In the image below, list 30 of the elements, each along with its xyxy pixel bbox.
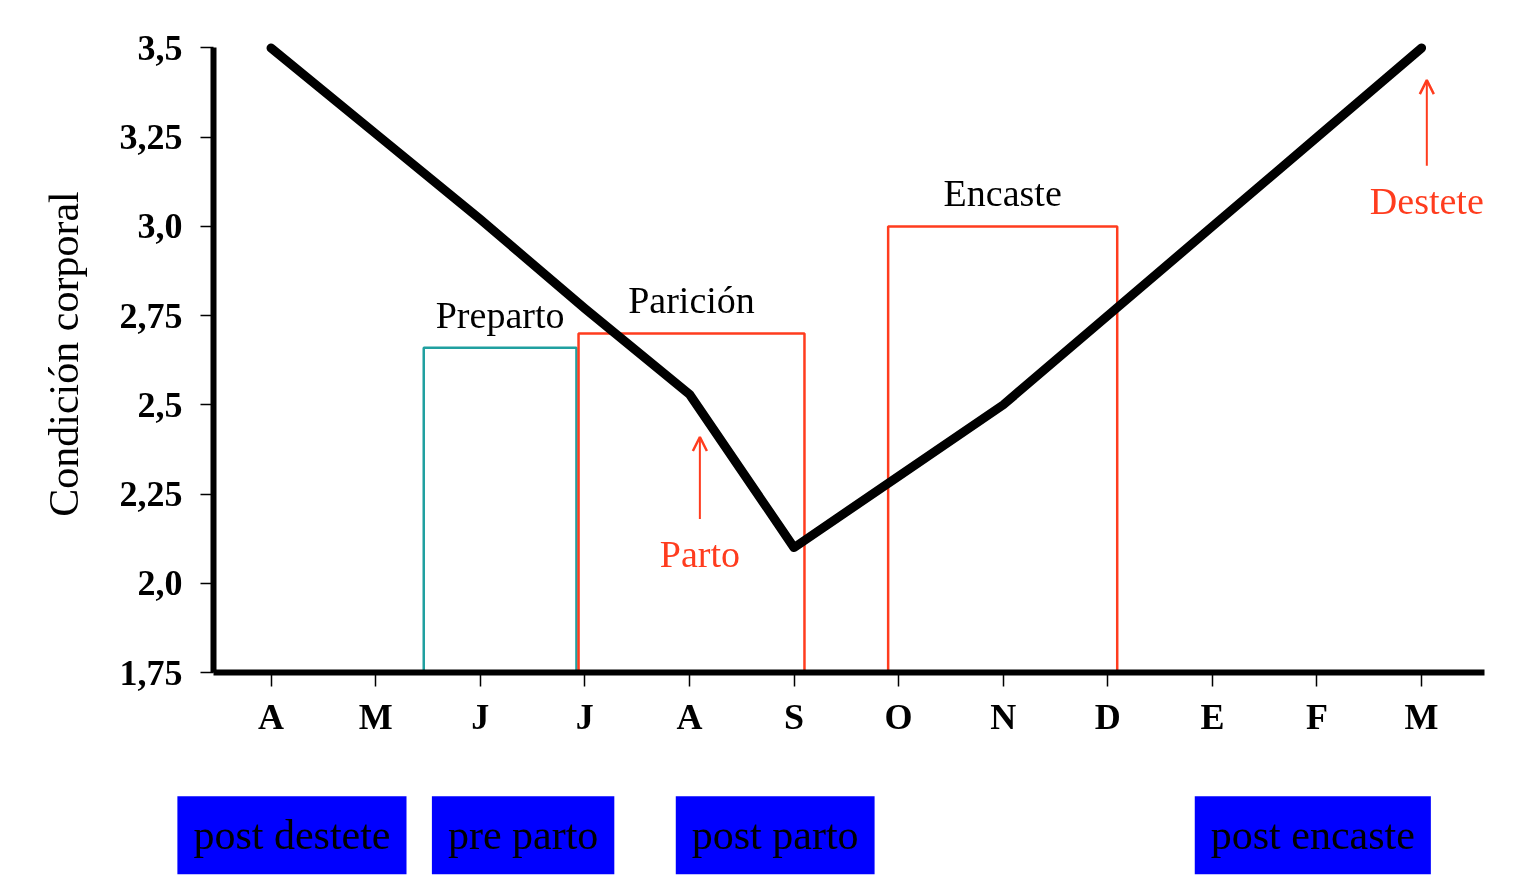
x-tick-label: F bbox=[1306, 696, 1328, 737]
text: post encaste bbox=[1210, 812, 1415, 859]
y-tick-label: 2,75 bbox=[119, 295, 183, 336]
x-tick-label: O bbox=[884, 696, 913, 737]
y-tick-label: 1,75 bbox=[119, 652, 183, 693]
text: pre parto bbox=[447, 812, 599, 859]
x-tick-label: N bbox=[990, 696, 1017, 737]
text: post parto bbox=[691, 812, 859, 859]
annotation: Preparto bbox=[435, 293, 565, 336]
x-tick-label: S bbox=[784, 696, 805, 737]
x-tick-label: A bbox=[258, 696, 285, 737]
y-tick-label: 3,25 bbox=[119, 117, 183, 158]
text: post destete bbox=[193, 812, 391, 859]
y-tick-label: 3,0 bbox=[137, 206, 183, 247]
annotation: Parto bbox=[659, 533, 740, 576]
x-tick-label: A bbox=[676, 696, 703, 737]
y-tick-label: 2,0 bbox=[137, 563, 183, 604]
y-axis-title: Condición corporal bbox=[40, 191, 87, 517]
x-tick-label: E bbox=[1200, 696, 1225, 737]
x-tick-label: J bbox=[471, 696, 490, 737]
annotation: Parición bbox=[628, 279, 755, 322]
y-tick-label: 2,5 bbox=[137, 384, 183, 425]
annotation: Destete bbox=[1369, 180, 1484, 223]
y-tick-label: 2,25 bbox=[119, 474, 183, 515]
y-tick-label: 3,5 bbox=[137, 27, 183, 68]
x-tick-label: D bbox=[1094, 696, 1121, 737]
annotation: Encaste bbox=[943, 172, 1062, 215]
x-tick-label: J bbox=[575, 696, 594, 737]
x-tick-label: M bbox=[358, 696, 393, 737]
x-tick-label: M bbox=[1404, 696, 1439, 737]
